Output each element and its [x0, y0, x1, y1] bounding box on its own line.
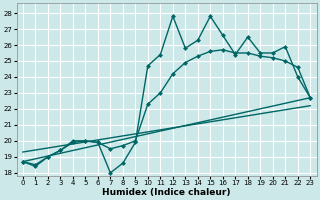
X-axis label: Humidex (Indice chaleur): Humidex (Indice chaleur) [102, 188, 231, 197]
